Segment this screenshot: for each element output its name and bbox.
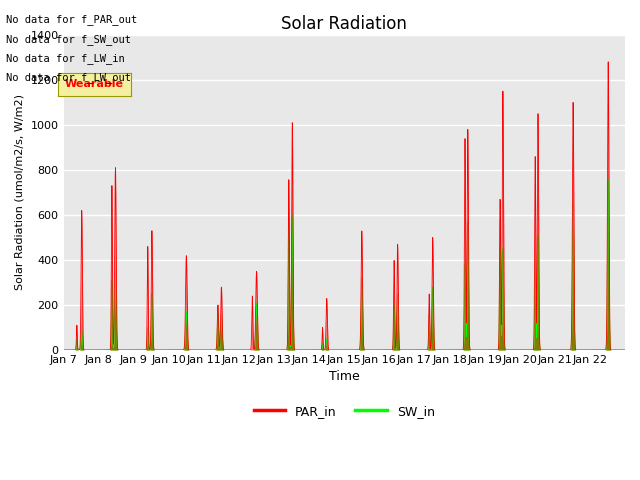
Title: Solar Radiation: Solar Radiation: [282, 15, 407, 33]
X-axis label: Time: Time: [329, 371, 360, 384]
Text: No data for f_SW_out: No data for f_SW_out: [6, 34, 131, 45]
Legend: PAR_in, SW_in: PAR_in, SW_in: [249, 400, 440, 423]
Text: No data for f_PAR_out: No data for f_PAR_out: [6, 14, 138, 25]
Text: No data for f_LW_out: No data for f_LW_out: [6, 72, 131, 83]
Text: No data for f_LW_in: No data for f_LW_in: [6, 53, 125, 64]
Y-axis label: Solar Radiation (umol/m2/s, W/m2): Solar Radiation (umol/m2/s, W/m2): [15, 94, 25, 290]
Text: Wearable: Wearable: [65, 80, 124, 89]
